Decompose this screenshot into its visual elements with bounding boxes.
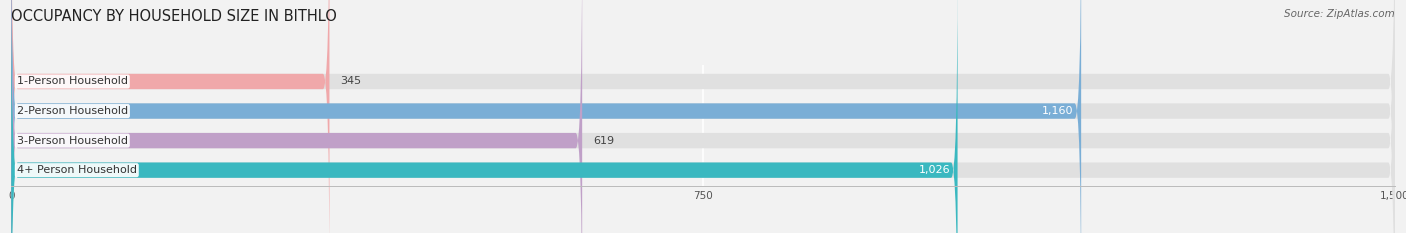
FancyBboxPatch shape (11, 0, 1395, 233)
FancyBboxPatch shape (11, 0, 1395, 233)
Text: Source: ZipAtlas.com: Source: ZipAtlas.com (1284, 9, 1395, 19)
FancyBboxPatch shape (11, 0, 1395, 233)
FancyBboxPatch shape (11, 0, 957, 233)
Text: OCCUPANCY BY HOUSEHOLD SIZE IN BITHLO: OCCUPANCY BY HOUSEHOLD SIZE IN BITHLO (11, 9, 337, 24)
Text: 345: 345 (340, 76, 361, 86)
Text: 619: 619 (593, 136, 614, 146)
Text: 4+ Person Household: 4+ Person Household (17, 165, 136, 175)
FancyBboxPatch shape (11, 0, 1395, 233)
Text: 1,160: 1,160 (1042, 106, 1074, 116)
Text: 2-Person Household: 2-Person Household (17, 106, 128, 116)
FancyBboxPatch shape (11, 0, 1081, 233)
Text: 1,026: 1,026 (918, 165, 950, 175)
FancyBboxPatch shape (11, 0, 329, 233)
Text: 1-Person Household: 1-Person Household (17, 76, 128, 86)
Text: 3-Person Household: 3-Person Household (17, 136, 128, 146)
FancyBboxPatch shape (11, 0, 582, 233)
